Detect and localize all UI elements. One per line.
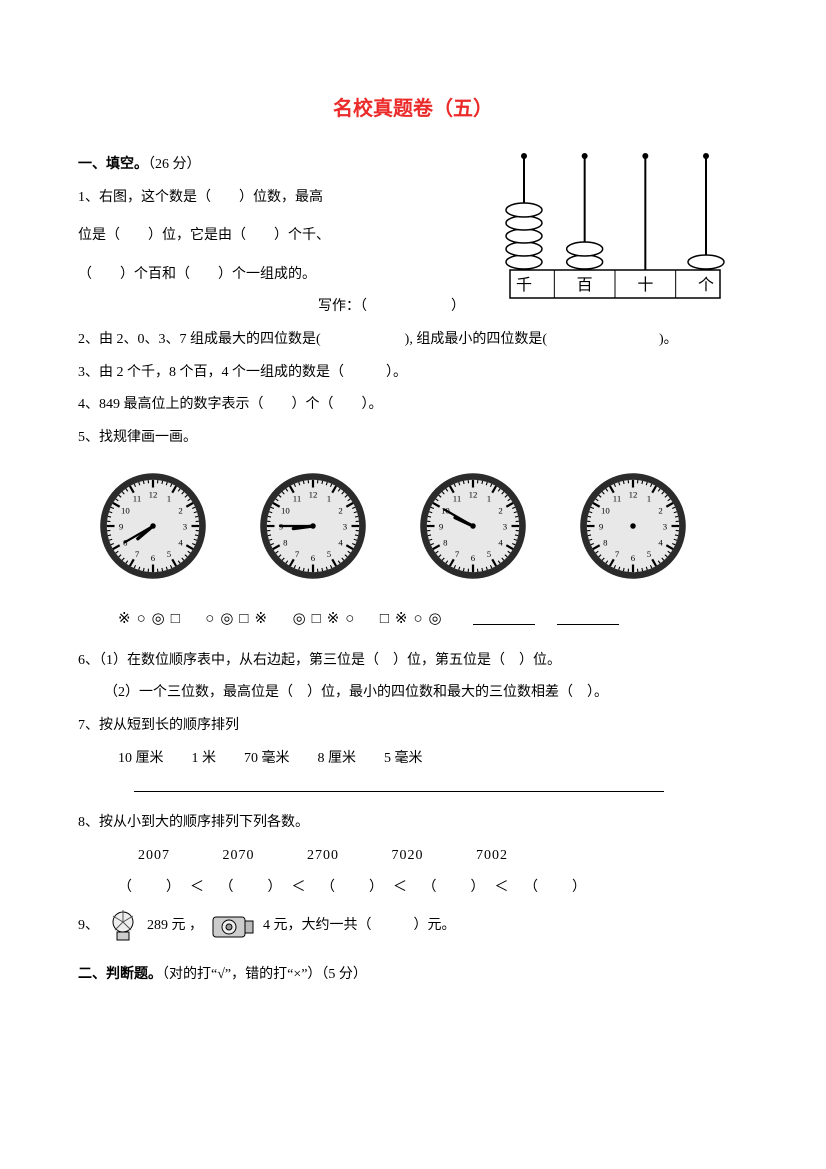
fan-icon bbox=[105, 908, 141, 944]
pattern-group-3: ◎□※○ bbox=[293, 611, 361, 627]
svg-text:4: 4 bbox=[178, 538, 183, 548]
svg-text:9: 9 bbox=[119, 522, 124, 532]
svg-text:3: 3 bbox=[663, 522, 668, 532]
svg-text:7: 7 bbox=[295, 549, 300, 559]
clock-row: 123456789101112 123456789101112 12345678… bbox=[98, 471, 748, 581]
svg-text:十: 十 bbox=[637, 276, 653, 294]
svg-text:百: 百 bbox=[577, 277, 593, 294]
q9-price-1: 289 元 ， bbox=[147, 913, 203, 940]
svg-text:1: 1 bbox=[487, 494, 491, 504]
svg-text:9: 9 bbox=[599, 522, 604, 532]
pattern-blank-2 bbox=[557, 612, 619, 625]
svg-text:8: 8 bbox=[443, 538, 448, 548]
svg-text:11: 11 bbox=[293, 494, 301, 504]
svg-text:2: 2 bbox=[338, 506, 342, 516]
q8-num-1: 2007 bbox=[138, 843, 218, 870]
pattern-group-2: ○◎□※ bbox=[205, 611, 273, 627]
svg-text:12: 12 bbox=[469, 490, 478, 500]
svg-text:3: 3 bbox=[503, 522, 508, 532]
q4: 4、849 最高位上的数字表示（ ）个（ ）。 bbox=[78, 392, 748, 419]
svg-text:12: 12 bbox=[629, 490, 638, 500]
svg-text:2: 2 bbox=[498, 506, 502, 516]
svg-text:1: 1 bbox=[647, 494, 651, 504]
section-1-label: 一、填空。 bbox=[78, 157, 148, 172]
q7-items: 10 厘米 1 米 70 毫米 8 厘米 5 毫米 bbox=[118, 746, 748, 773]
q8-slot-2: （ ） bbox=[214, 875, 290, 902]
section-2-points: （对的打“√”，错的打“×”）（5 分） bbox=[162, 967, 367, 982]
svg-text:4: 4 bbox=[658, 538, 663, 548]
q5: 5、找规律画一画。 bbox=[78, 425, 748, 452]
svg-text:2: 2 bbox=[178, 506, 182, 516]
svg-text:8: 8 bbox=[603, 538, 608, 548]
clock-2: 123456789101112 bbox=[258, 471, 368, 581]
section-2-header: 二、判断题。（对的打“√”，错的打“×”）（5 分） bbox=[78, 962, 748, 989]
q8-numbers: 2007 2070 2700 7020 7002 bbox=[138, 843, 748, 870]
abacus-diagram: 千百十个 bbox=[500, 150, 730, 310]
q8: 8、按从小到大的顺序排列下列各数。 bbox=[78, 810, 748, 837]
pattern-blank-1 bbox=[473, 612, 535, 625]
svg-text:5: 5 bbox=[167, 549, 172, 559]
svg-text:7: 7 bbox=[135, 549, 140, 559]
page-title: 名校真题卷（五） bbox=[78, 90, 748, 128]
pattern-group-1: ※○◎□ bbox=[118, 611, 186, 627]
svg-text:5: 5 bbox=[487, 549, 492, 559]
q8-answer-row: （ ）＜ （ ）＜ （ ）＜ （ ）＜ （ ） bbox=[112, 875, 748, 902]
svg-text:5: 5 bbox=[647, 549, 652, 559]
section-1-points: （26 分） bbox=[148, 157, 201, 172]
svg-text:11: 11 bbox=[133, 494, 141, 504]
svg-text:7: 7 bbox=[455, 549, 460, 559]
q8-slot-3: （ ） bbox=[315, 875, 391, 902]
svg-text:12: 12 bbox=[149, 490, 158, 500]
svg-text:11: 11 bbox=[613, 494, 621, 504]
svg-text:11: 11 bbox=[453, 494, 461, 504]
svg-text:6: 6 bbox=[151, 554, 156, 564]
svg-text:2: 2 bbox=[658, 506, 662, 516]
q6-a: 6、（1）在数位顺序表中，从右边起，第三位是（ ）位，第五位是（ ）位。 bbox=[78, 648, 748, 675]
svg-text:6: 6 bbox=[311, 554, 316, 564]
camera-icon bbox=[209, 909, 257, 943]
svg-text:10: 10 bbox=[281, 506, 290, 516]
q8-num-4: 7020 bbox=[392, 843, 472, 870]
q8-slot-5: （ ） bbox=[518, 875, 594, 902]
svg-text:个: 个 bbox=[698, 276, 714, 294]
q3: 3、由 2 个千，8 个百，4 个一组成的数是（ ）。 bbox=[78, 360, 748, 387]
section-2-label: 二、判断题。 bbox=[78, 967, 162, 982]
svg-text:3: 3 bbox=[183, 522, 188, 532]
svg-text:千: 千 bbox=[516, 276, 532, 294]
svg-text:7: 7 bbox=[615, 549, 620, 559]
svg-text:8: 8 bbox=[283, 538, 288, 548]
clock-3: 123456789101112 bbox=[418, 471, 528, 581]
q8-num-3: 2700 bbox=[307, 843, 387, 870]
svg-text:1: 1 bbox=[327, 494, 331, 504]
svg-text:5: 5 bbox=[327, 549, 332, 559]
svg-text:4: 4 bbox=[338, 538, 343, 548]
svg-text:12: 12 bbox=[309, 490, 318, 500]
svg-text:10: 10 bbox=[121, 506, 130, 516]
q9-price-2: 4 元，大约一共（ ）元。 bbox=[263, 913, 456, 940]
q9: 9、 289 元 ， 4 元，大约一共（ ）元。 bbox=[78, 908, 748, 944]
svg-text:1: 1 bbox=[167, 494, 171, 504]
svg-text:9: 9 bbox=[439, 522, 444, 532]
svg-text:6: 6 bbox=[471, 554, 476, 564]
clock-4: 123456789101112 bbox=[578, 471, 688, 581]
svg-text:6: 6 bbox=[631, 554, 636, 564]
clock-1: 123456789101112 bbox=[98, 471, 208, 581]
symbol-pattern-row: ※○◎□ ○◎□※ ◎□※○ □※○◎ bbox=[118, 605, 748, 634]
q8-num-5: 7002 bbox=[476, 843, 556, 870]
q7-answer-line bbox=[134, 790, 664, 792]
svg-text:3: 3 bbox=[343, 522, 348, 532]
q8-num-2: 2070 bbox=[223, 843, 303, 870]
q2: 2、由 2、0、3、7 组成最大的四位数是( ), 组成最小的四位数是( )。 bbox=[78, 327, 748, 354]
svg-text:10: 10 bbox=[601, 506, 610, 516]
q7: 7、按从短到长的顺序排列 bbox=[78, 713, 748, 740]
q9-prefix: 9、 bbox=[78, 913, 99, 940]
q8-slot-1: （ ） bbox=[112, 875, 188, 902]
q8-slot-4: （ ） bbox=[417, 875, 493, 902]
pattern-group-4: □※○◎ bbox=[380, 611, 448, 627]
q6-b: （2）一个三位数，最高位是（ ）位，最小的四位数和最大的三位数相差（ ）。 bbox=[104, 680, 748, 707]
svg-text:4: 4 bbox=[498, 538, 503, 548]
